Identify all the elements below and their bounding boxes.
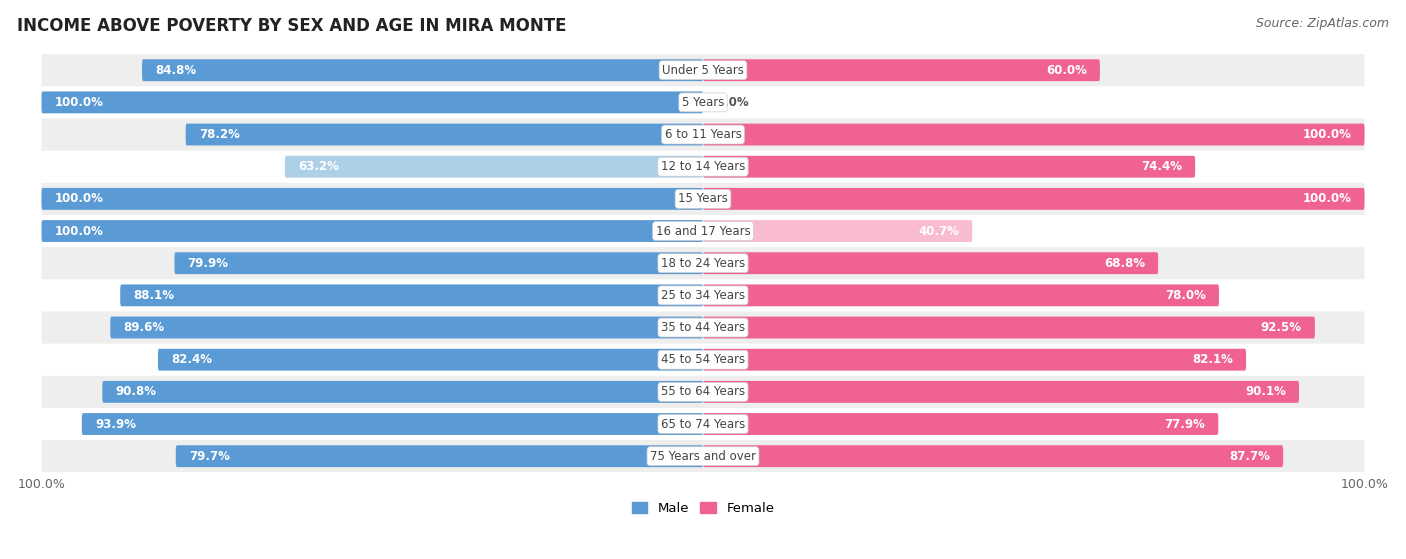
FancyBboxPatch shape [120, 285, 703, 306]
Text: 100.0%: 100.0% [1302, 128, 1351, 141]
FancyBboxPatch shape [176, 446, 703, 467]
Text: 25 to 34 Years: 25 to 34 Years [661, 289, 745, 302]
Text: 87.7%: 87.7% [1229, 449, 1270, 463]
FancyBboxPatch shape [42, 183, 1364, 215]
Text: 0.0%: 0.0% [716, 96, 749, 109]
FancyBboxPatch shape [703, 220, 972, 242]
Text: 78.2%: 78.2% [198, 128, 240, 141]
FancyBboxPatch shape [42, 92, 703, 113]
Text: 75 Years and over: 75 Years and over [650, 449, 756, 463]
Text: 45 to 54 Years: 45 to 54 Years [661, 353, 745, 366]
Text: 74.4%: 74.4% [1140, 160, 1182, 173]
FancyBboxPatch shape [703, 188, 1364, 210]
FancyBboxPatch shape [703, 413, 1219, 435]
FancyBboxPatch shape [285, 156, 703, 178]
Text: 82.1%: 82.1% [1192, 353, 1233, 366]
Text: Under 5 Years: Under 5 Years [662, 64, 744, 77]
FancyBboxPatch shape [42, 188, 703, 210]
Text: 92.5%: 92.5% [1261, 321, 1302, 334]
FancyBboxPatch shape [42, 119, 1364, 150]
Text: 60.0%: 60.0% [1046, 64, 1087, 77]
FancyBboxPatch shape [42, 54, 1364, 86]
Text: 65 to 74 Years: 65 to 74 Years [661, 418, 745, 430]
Text: 90.8%: 90.8% [115, 385, 156, 399]
Text: 12 to 14 Years: 12 to 14 Years [661, 160, 745, 173]
Legend: Male, Female: Male, Female [626, 496, 780, 520]
Text: INCOME ABOVE POVERTY BY SEX AND AGE IN MIRA MONTE: INCOME ABOVE POVERTY BY SEX AND AGE IN M… [17, 17, 567, 35]
Text: 79.7%: 79.7% [188, 449, 229, 463]
Text: 100.0%: 100.0% [1302, 192, 1351, 205]
Text: 77.9%: 77.9% [1164, 418, 1205, 430]
FancyBboxPatch shape [703, 285, 1219, 306]
Text: 88.1%: 88.1% [134, 289, 174, 302]
Text: 5 Years: 5 Years [682, 96, 724, 109]
Text: 63.2%: 63.2% [298, 160, 339, 173]
Text: 18 to 24 Years: 18 to 24 Years [661, 257, 745, 269]
FancyBboxPatch shape [42, 220, 703, 242]
FancyBboxPatch shape [110, 316, 703, 338]
Text: 15 Years: 15 Years [678, 192, 728, 205]
FancyBboxPatch shape [82, 413, 703, 435]
FancyBboxPatch shape [703, 124, 1364, 145]
Text: 84.8%: 84.8% [155, 64, 197, 77]
Text: Source: ZipAtlas.com: Source: ZipAtlas.com [1256, 17, 1389, 30]
Text: 16 and 17 Years: 16 and 17 Years [655, 225, 751, 238]
Text: 90.1%: 90.1% [1244, 385, 1286, 399]
FancyBboxPatch shape [142, 59, 703, 81]
FancyBboxPatch shape [703, 156, 1195, 178]
FancyBboxPatch shape [42, 440, 1364, 472]
FancyBboxPatch shape [703, 59, 1099, 81]
FancyBboxPatch shape [42, 311, 1364, 344]
FancyBboxPatch shape [157, 349, 703, 371]
Text: 40.7%: 40.7% [918, 225, 959, 238]
Text: 55 to 64 Years: 55 to 64 Years [661, 385, 745, 399]
FancyBboxPatch shape [703, 316, 1315, 338]
FancyBboxPatch shape [703, 446, 1284, 467]
Text: 100.0%: 100.0% [55, 96, 104, 109]
Text: 100.0%: 100.0% [55, 225, 104, 238]
Text: 89.6%: 89.6% [124, 321, 165, 334]
FancyBboxPatch shape [703, 252, 1159, 274]
Text: 35 to 44 Years: 35 to 44 Years [661, 321, 745, 334]
Text: 68.8%: 68.8% [1104, 257, 1144, 269]
FancyBboxPatch shape [42, 247, 1364, 280]
FancyBboxPatch shape [186, 124, 703, 145]
FancyBboxPatch shape [703, 381, 1299, 403]
FancyBboxPatch shape [103, 381, 703, 403]
Text: 100.0%: 100.0% [55, 192, 104, 205]
FancyBboxPatch shape [42, 376, 1364, 408]
FancyBboxPatch shape [703, 349, 1246, 371]
Text: 6 to 11 Years: 6 to 11 Years [665, 128, 741, 141]
Text: 93.9%: 93.9% [96, 418, 136, 430]
Text: 82.4%: 82.4% [172, 353, 212, 366]
FancyBboxPatch shape [174, 252, 703, 274]
Text: 78.0%: 78.0% [1166, 289, 1206, 302]
Text: 79.9%: 79.9% [187, 257, 229, 269]
